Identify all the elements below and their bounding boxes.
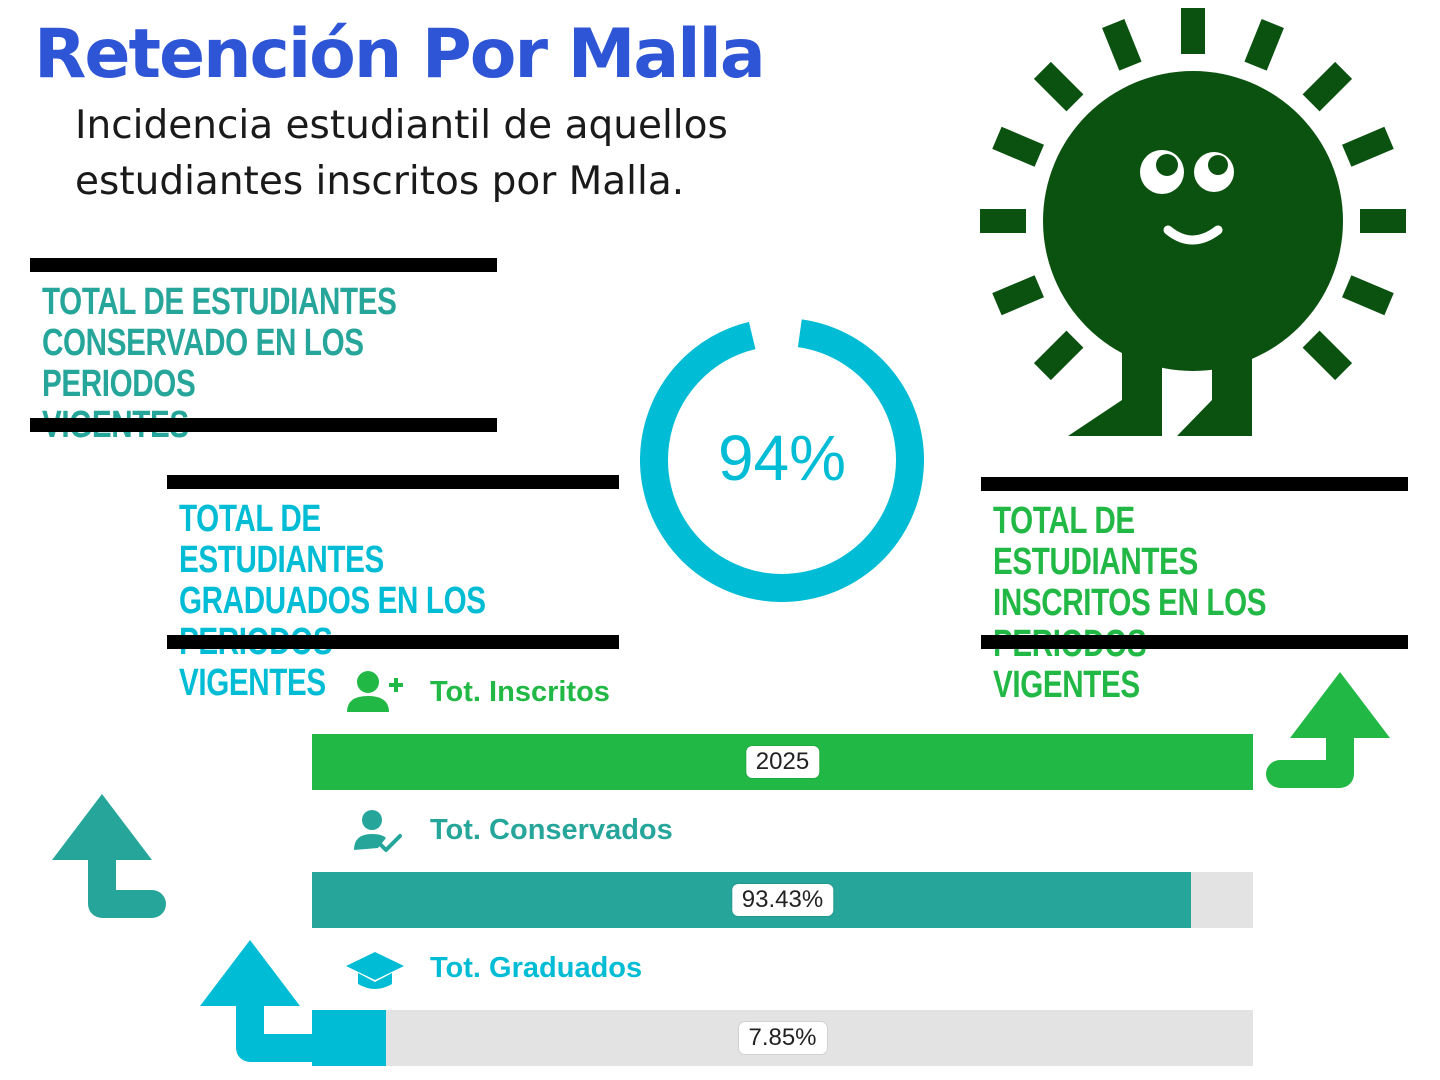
metric-conservados-track: 93.43% <box>312 872 1253 928</box>
block-bar-top <box>30 258 497 272</box>
metric-graduados-value: 7.85% <box>738 1022 827 1054</box>
donut-arc <box>640 318 924 602</box>
block-graduados-text: TOTAL DE ESTUDIANTES GRADUADOS EN LOS PE… <box>179 498 486 704</box>
metric-inscritos-track: 2025 <box>312 734 1253 790</box>
arrow-up-green-icon <box>1266 672 1390 788</box>
retention-donut <box>640 318 924 602</box>
block-conservado-text: TOTAL DE ESTUDIANTES CONSERVADO EN LOS P… <box>42 281 397 446</box>
graduation-cap-icon <box>346 952 404 989</box>
metric-inscritos-value: 2025 <box>745 746 820 778</box>
block-inscritos-text: TOTAL DE ESTUDIANTES INSCRITOS EN LOS PE… <box>993 500 1267 706</box>
block-bar-bottom <box>981 635 1408 649</box>
smiling-sun-icon <box>980 8 1406 436</box>
metric-graduados-track: 7.85% <box>312 1010 1253 1066</box>
metric-conservados-value: 93.43% <box>731 884 834 916</box>
page-title: Retención Por Malla <box>34 15 766 94</box>
block-bar-top <box>167 475 619 489</box>
donut-value: 94% <box>717 422 847 494</box>
user-add-icon <box>347 671 403 712</box>
metric-conservados-label: Tot. Conservados <box>430 814 673 846</box>
block-bar-top <box>981 477 1408 491</box>
block-graduados: TOTAL DE ESTUDIANTES GRADUADOS EN LOS PE… <box>167 475 619 704</box>
metric-inscritos-label: Tot. Inscritos <box>430 676 610 708</box>
arrow-up-teal-icon <box>52 794 166 918</box>
arrow-up-cyan-icon <box>200 940 320 1062</box>
user-check-icon <box>354 810 402 852</box>
page-subtitle: Incidencia estudiantil de aquellos estud… <box>75 103 728 204</box>
block-bar-bottom <box>167 635 619 649</box>
block-conservado: TOTAL DE ESTUDIANTES CONSERVADO EN LOS P… <box>30 258 497 446</box>
metric-graduados-fill <box>312 1010 386 1066</box>
block-bar-bottom <box>30 418 497 432</box>
block-inscritos: TOTAL DE ESTUDIANTES INSCRITOS EN LOS PE… <box>981 477 1408 706</box>
metric-graduados-label: Tot. Graduados <box>430 952 643 984</box>
